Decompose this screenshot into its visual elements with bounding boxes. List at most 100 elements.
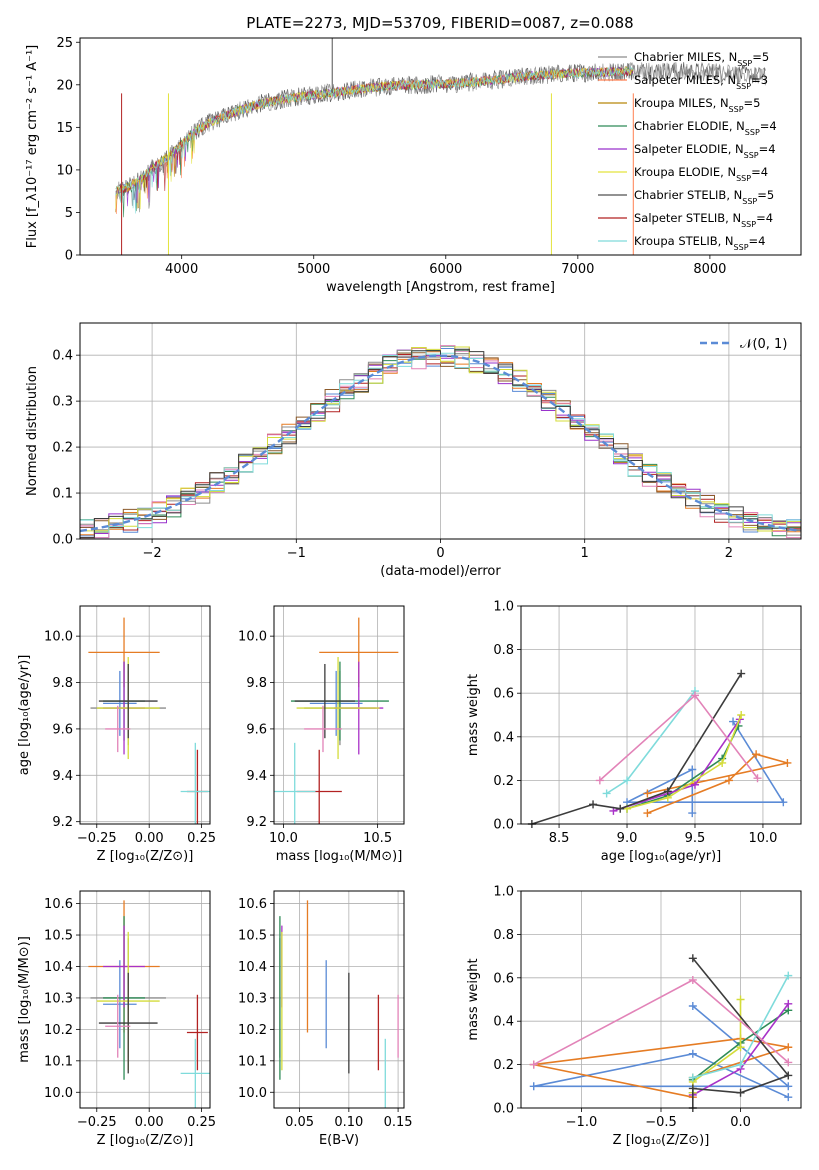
legend-sub: SSP <box>737 59 752 68</box>
legend-label: Salpeter STELIB, NSSP=4 <box>634 211 773 229</box>
legend-sub: SSP <box>745 128 760 137</box>
x-axis-label: mass [log₁₀(M/M⊙)] <box>276 849 403 864</box>
legend-label: Chabrier ELODIE, NSSP=4 <box>634 119 777 137</box>
weight-line <box>613 718 741 812</box>
legend-sub: SSP <box>736 174 751 183</box>
x-tick-label: 0.05 <box>285 1115 314 1130</box>
y-tick-label: 0.2 <box>52 441 73 456</box>
axes-frame <box>520 605 802 825</box>
legend-label: Chabrier STELIB, NSSP=5 <box>634 188 774 206</box>
axes-frame <box>79 890 211 1109</box>
x-axis-label: (data-model)/error <box>380 564 501 579</box>
y-axis-label: Flux [f_λ10⁻¹⁷ erg cm⁻² s⁻¹ A⁻¹] <box>25 45 40 249</box>
axes-frame <box>520 890 802 1109</box>
axes-frame <box>79 322 802 540</box>
weight-point <box>663 787 672 796</box>
y-tick-label: 10.5 <box>238 929 267 944</box>
legend-label: Kroupa STELIB, NSSP=4 <box>634 234 765 252</box>
weight-point <box>736 1043 745 1052</box>
x-tick-label: 0.00 <box>135 831 164 846</box>
x-tick-label: 4000 <box>165 262 198 277</box>
weight-point <box>729 717 738 726</box>
y-tick-label: 20 <box>56 78 73 93</box>
y-axis-label: mass [log₁₀(M/M⊙)] <box>17 936 32 1063</box>
x-tick-label: 0.0 <box>730 1115 751 1130</box>
legend-sub: SSP <box>734 243 749 252</box>
y-tick-label: 0.4 <box>493 730 514 745</box>
y-tick-label: 0.6 <box>493 971 514 986</box>
x-tick-label: 0.25 <box>187 1115 216 1130</box>
legend-label: Salpeter ELODIE, NSSP=4 <box>634 142 776 160</box>
weight-point <box>602 789 611 798</box>
x-tick-label: 7000 <box>561 262 594 277</box>
weight-line <box>599 694 759 781</box>
x-axis-label: Z [log₁₀(Z/Z⊙)] <box>613 1133 710 1148</box>
weight-point <box>737 711 746 719</box>
normal-curve <box>80 354 801 533</box>
x-tick-label: 10.0 <box>748 831 777 846</box>
legend-label: Chabrier MILES, NSSP=5 <box>634 50 769 68</box>
y-tick-label: 10.0 <box>238 630 267 645</box>
weight-point <box>529 1082 538 1091</box>
crosses <box>274 617 399 824</box>
weight-point <box>752 750 761 759</box>
y-tick-label: 0.6 <box>493 687 514 702</box>
x-tick-label: −0.25 <box>77 831 117 846</box>
x-tick-label: 9.0 <box>617 831 638 846</box>
y-tick-label: 9.4 <box>52 769 73 784</box>
y-tick-label: 0.0 <box>52 533 73 548</box>
figure-title: PLATE=2273, MJD=53709, FIBERID=0087, z=0… <box>246 14 633 32</box>
y-tick-label: 9.6 <box>246 722 267 737</box>
y-tick-label: 10.4 <box>238 960 267 975</box>
y-tick-label: 0.8 <box>493 643 514 658</box>
y-tick-label: 9.6 <box>52 722 73 737</box>
y-tick-label: 10.2 <box>238 1023 267 1038</box>
x-tick-label: −1 <box>287 546 306 561</box>
y-tick-label: 9.8 <box>246 676 267 691</box>
x-tick-label: 9.5 <box>685 831 706 846</box>
x-tick-label: 0.15 <box>384 1115 413 1130</box>
legend-sub: SSP <box>736 82 751 91</box>
x-tick-label: 8.5 <box>549 831 570 846</box>
x-tick-label: 1 <box>581 546 589 561</box>
weight-point <box>688 809 697 818</box>
crosses <box>279 900 399 1108</box>
y-tick-label: 0.4 <box>493 1015 514 1030</box>
y-tick-label: 0.0 <box>493 818 514 833</box>
axes-frame <box>79 37 802 256</box>
legend-label: Salpeter MILES, NSSP=3 <box>634 73 768 91</box>
y-tick-label: 15 <box>56 121 73 136</box>
crosses <box>88 900 210 1108</box>
weight-lines <box>527 669 792 828</box>
y-tick-label: 10.1 <box>238 1054 267 1069</box>
x-axis-label: Z [log₁₀(Z/Z⊙)] <box>97 1133 194 1148</box>
weight-point <box>690 780 699 789</box>
legend-sub: SSP <box>742 197 757 206</box>
weight-point <box>724 776 733 785</box>
y-tick-label: 1.0 <box>493 600 514 615</box>
y-tick-label: 10.0 <box>44 630 73 645</box>
weight-point <box>784 971 793 980</box>
weight-point <box>688 1073 697 1082</box>
weight-point <box>784 1058 793 1067</box>
weight-point <box>690 691 699 700</box>
weight-point <box>783 758 792 767</box>
y-tick-label: 9.4 <box>246 769 267 784</box>
weight-point <box>688 1049 697 1058</box>
y-tick-label: 10.2 <box>44 1023 73 1038</box>
x-tick-label: −1.0 <box>566 1115 598 1130</box>
x-tick-label: 0.25 <box>187 831 216 846</box>
y-tick-label: 5 <box>65 206 73 221</box>
weight-line <box>691 999 742 1093</box>
y-tick-label: 9.2 <box>52 815 73 830</box>
weight-point <box>753 774 762 783</box>
y-axis-label: mass weight <box>466 958 481 1040</box>
y-axis-label: mass weight <box>466 674 481 756</box>
weight-point <box>718 758 727 767</box>
weight-point <box>736 1060 745 1069</box>
mass-weight-vs-metallicity-panel: −1.0 −0.5 0.0 0.0 0.2 0.4 0.6 0.8 1.0 Z [log₁₀(Z/… <box>466 885 802 1148</box>
weight-point <box>784 1093 793 1102</box>
axes-frame <box>273 605 405 825</box>
y-tick-label: 10 <box>56 163 73 178</box>
